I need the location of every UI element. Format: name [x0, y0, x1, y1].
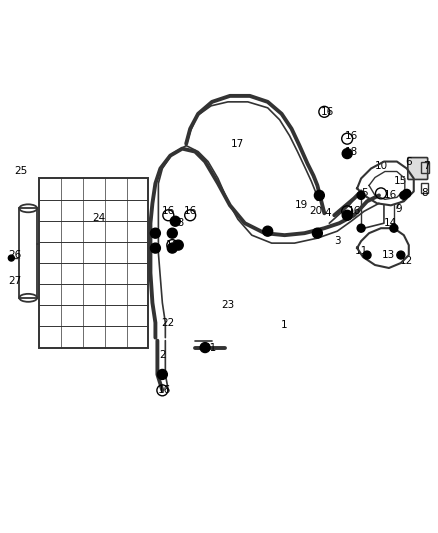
Circle shape	[173, 240, 183, 250]
Text: 9: 9	[396, 204, 402, 214]
Circle shape	[170, 216, 180, 226]
Text: 18: 18	[172, 218, 185, 228]
Text: 16: 16	[384, 190, 398, 200]
Text: 21: 21	[203, 343, 217, 352]
Circle shape	[314, 190, 324, 200]
Circle shape	[357, 224, 365, 232]
Text: 24: 24	[92, 213, 106, 223]
Text: 7: 7	[424, 160, 430, 171]
Text: 16: 16	[347, 206, 361, 216]
Text: 12: 12	[400, 256, 413, 266]
Circle shape	[167, 243, 177, 253]
Text: 11: 11	[354, 246, 368, 256]
Text: 27: 27	[9, 276, 22, 286]
Text: 2: 2	[159, 350, 166, 360]
Text: 16: 16	[184, 206, 197, 216]
Circle shape	[150, 243, 160, 253]
Circle shape	[342, 149, 352, 158]
Text: 14: 14	[384, 218, 398, 228]
Circle shape	[342, 211, 352, 220]
Circle shape	[167, 228, 177, 238]
Circle shape	[390, 224, 398, 232]
Circle shape	[157, 369, 167, 379]
Circle shape	[400, 191, 408, 199]
Text: 6: 6	[406, 157, 412, 166]
Bar	[421, 161, 429, 173]
Circle shape	[363, 251, 371, 259]
Text: 18: 18	[345, 147, 358, 157]
Bar	[39, 179, 148, 348]
Text: 26: 26	[9, 250, 22, 260]
Text: 25: 25	[14, 166, 28, 176]
Text: 16: 16	[162, 206, 175, 216]
Circle shape	[312, 228, 322, 238]
Circle shape	[357, 191, 365, 199]
FancyBboxPatch shape	[408, 158, 427, 180]
Text: 22: 22	[162, 318, 175, 328]
Text: 16: 16	[166, 240, 179, 250]
Text: 8: 8	[421, 188, 428, 198]
Text: 5: 5	[361, 188, 367, 198]
Text: 1: 1	[281, 320, 288, 330]
Text: 16: 16	[321, 107, 334, 117]
Circle shape	[150, 228, 160, 238]
Circle shape	[8, 255, 14, 261]
Bar	[421, 183, 427, 193]
Bar	[19, 208, 37, 298]
Circle shape	[397, 251, 405, 259]
Text: 23: 23	[221, 300, 235, 310]
Text: 13: 13	[382, 250, 396, 260]
Circle shape	[403, 189, 411, 197]
Text: 15: 15	[394, 176, 407, 187]
Text: 16: 16	[345, 131, 358, 141]
Text: 10: 10	[374, 160, 388, 171]
Circle shape	[263, 226, 273, 236]
Text: 20: 20	[309, 206, 322, 216]
Text: 4: 4	[324, 208, 331, 219]
Circle shape	[200, 343, 210, 352]
Text: 3: 3	[334, 236, 341, 246]
Text: 17: 17	[231, 139, 244, 149]
Text: 16: 16	[158, 385, 171, 395]
Text: 19: 19	[295, 200, 308, 211]
